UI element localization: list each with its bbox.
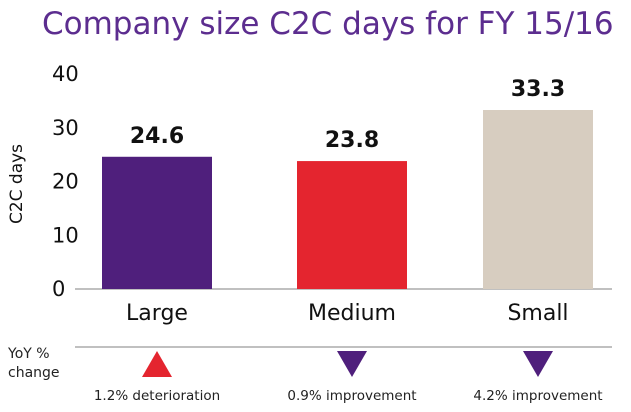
triangle-down-icon bbox=[337, 351, 367, 377]
y-tick-label: 30 bbox=[52, 116, 79, 140]
y-tick-label: 10 bbox=[52, 223, 79, 247]
category-label: Small bbox=[507, 301, 568, 326]
yoy-label-line2: change bbox=[8, 365, 60, 381]
triangle-down-icon bbox=[523, 351, 553, 377]
bars bbox=[102, 110, 593, 289]
yoy-change-texts: 1.2% deterioration 0.9% improvement 4.2% i… bbox=[94, 388, 603, 404]
chart-title: Company size C2C days for FY 15/16 bbox=[42, 6, 614, 42]
yoy-label-line1: YoY % bbox=[7, 346, 50, 362]
yoy-markers bbox=[142, 351, 553, 377]
category-label: Medium bbox=[308, 301, 396, 326]
yoy-change-text: 4.2% improvement bbox=[473, 388, 602, 404]
bar-medium bbox=[297, 161, 407, 289]
y-tick-label: 0 bbox=[52, 277, 65, 301]
y-axis-ticks: 0 10 20 30 40 bbox=[52, 62, 79, 301]
yoy-change-text: 1.2% deterioration bbox=[94, 388, 220, 404]
y-tick-label: 40 bbox=[52, 62, 79, 86]
bar-large bbox=[102, 156, 212, 289]
bar-small bbox=[483, 110, 593, 289]
data-label: 23.8 bbox=[325, 128, 379, 153]
data-labels: 24.6 23.8 33.3 bbox=[130, 77, 565, 153]
y-tick-label: 20 bbox=[52, 170, 79, 194]
category-label: Large bbox=[126, 301, 188, 326]
data-label: 33.3 bbox=[511, 77, 565, 102]
triangle-up-icon bbox=[142, 351, 172, 377]
data-label: 24.6 bbox=[130, 124, 184, 149]
category-labels: Large Medium Small bbox=[126, 301, 569, 326]
yoy-change-text: 0.9% improvement bbox=[287, 388, 416, 404]
y-axis-label: C2C days bbox=[7, 144, 27, 224]
